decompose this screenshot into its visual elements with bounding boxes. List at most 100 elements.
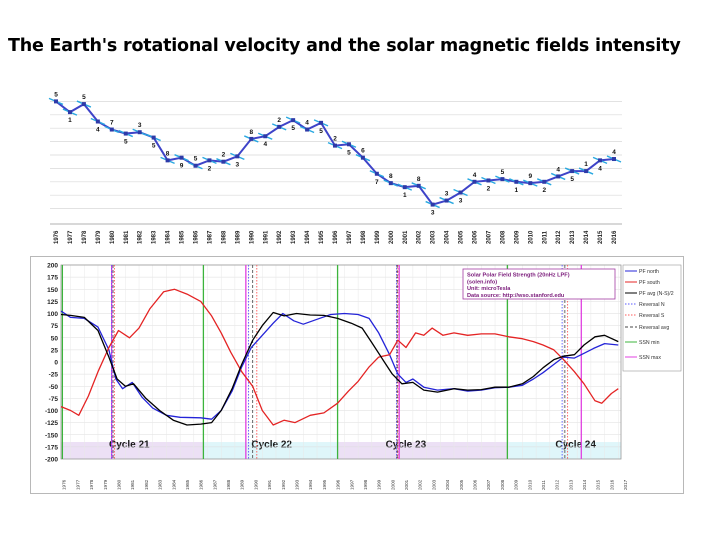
rotation-data-point	[444, 198, 449, 203]
rotation-data-point	[319, 120, 324, 125]
rotation-data-label: 2	[333, 136, 337, 143]
rotation-data-point	[472, 179, 477, 184]
rotation-data-label: 3	[138, 122, 142, 129]
bottom-x-tick-label: 1985	[185, 479, 190, 490]
bottom-x-tick-label: 1978	[89, 479, 94, 490]
top-x-tick-label: 1988	[221, 230, 227, 244]
bottom-x-tick-label: 2006	[472, 479, 477, 490]
bottom-x-tick-label: 1997	[349, 479, 354, 490]
rotation-data-point	[137, 130, 142, 135]
bottom-x-tick-label: 2001	[404, 479, 409, 490]
cycle-label: Cycle 22	[251, 439, 292, 450]
top-x-tick-label: 2006	[473, 230, 479, 244]
top-x-tick-label: 1980	[110, 230, 116, 244]
polar-field-series-line	[60, 288, 619, 426]
bottom-x-tick-label: 1983	[158, 479, 163, 490]
rotation-data-label: 3	[236, 161, 240, 168]
cycle-band	[203, 442, 338, 459]
rotation-data-label: 4	[612, 149, 616, 156]
bottom-x-tick-label: 1987	[212, 479, 217, 490]
bottom-x-tick-label: 1994	[308, 479, 313, 490]
chart-legend: PF north PF south PF avg (N-S)/2 Reversal N…	[622, 264, 682, 372]
top-x-tick-label: 1996	[333, 230, 339, 244]
top-x-tick-label: 2001	[403, 230, 409, 244]
legend-label: Reversal N	[639, 302, 665, 308]
bottom-x-tick-label: 1984	[171, 479, 176, 490]
bottom-y-tick-label: -50	[49, 384, 59, 391]
rotation-data-label: 5	[82, 94, 86, 101]
info-box-line: Unit: microTesla	[467, 286, 511, 292]
bottom-x-tick-label: 2011	[541, 480, 546, 490]
bottom-y-tick-label: 150	[47, 287, 58, 294]
top-x-tick-label: 2010	[528, 230, 534, 244]
bottom-x-tick-label: 2004	[445, 479, 450, 490]
bottom-y-tick-label: 200	[47, 263, 58, 270]
top-x-tick-label: 2007	[486, 230, 492, 244]
rotation-data-label: 9	[180, 163, 184, 170]
bottom-x-tick-label: 2003	[431, 479, 436, 490]
top-x-tick-label: 1977	[68, 230, 74, 244]
top-x-tick-label: 1997	[347, 230, 353, 244]
rotation-data-label: 9	[528, 173, 532, 180]
top-x-tick-label: 1999	[375, 230, 381, 244]
bottom-x-tick-label: 2009	[514, 479, 519, 490]
bottom-y-tick-label: -100	[45, 408, 58, 415]
bottom-x-tick-label: 2005	[459, 479, 464, 490]
polar-field-series-line	[60, 310, 619, 420]
bottom-x-tick-label: 1995	[322, 479, 327, 490]
rotation-data-point	[486, 178, 491, 183]
rotation-data-label: 1	[515, 187, 519, 194]
top-x-tick-label: 1987	[207, 230, 213, 244]
rotation-data-point	[235, 154, 240, 159]
bottom-x-tick-label: 1999	[377, 479, 382, 490]
solar-polar-field-chart: Cycle 21 Cycle 22 Cycle 23 Cycle 24 2001751…	[30, 256, 684, 494]
bottom-x-tick-label: 2016	[609, 479, 614, 490]
rotation-data-label: 7	[375, 179, 379, 186]
rotation-data-point	[151, 135, 156, 140]
cycle-label: Cycle 23	[386, 439, 427, 450]
cycle-label: Cycle 21	[109, 439, 150, 450]
bottom-x-tick-label: 2002	[418, 479, 423, 490]
bottom-y-tick-label: 0	[54, 360, 58, 367]
rotation-data-label: 5	[291, 125, 295, 132]
info-box-line: Solar Polar Field Strength (20nHz LPF)	[467, 273, 570, 279]
rotation-data-label: 4	[598, 165, 602, 172]
top-x-tick-label: 2005	[459, 230, 465, 244]
cycle-band	[337, 442, 508, 459]
top-chart-markers	[48, 97, 622, 209]
bottom-x-tick-label: 2007	[486, 479, 491, 490]
rotation-data-label: 4	[96, 127, 100, 134]
legend-label: PF north	[639, 269, 659, 275]
top-x-tick-label: 1985	[180, 230, 186, 244]
top-x-tick-label: 2014	[584, 230, 590, 244]
rotation-data-point	[360, 155, 365, 160]
bottom-y-tick-label: 100	[47, 311, 58, 318]
rotation-series-line	[55, 100, 615, 206]
rotation-data-point	[277, 124, 282, 129]
legend-label: PF south	[639, 280, 660, 286]
rotation-data-label: 5	[124, 139, 128, 146]
top-x-tick-label: 2002	[417, 230, 423, 244]
rotation-data-label: 3	[445, 191, 449, 198]
rotation-data-label: 6	[361, 148, 365, 155]
rotation-data-label: 7	[110, 120, 114, 127]
bottom-y-tick-label: 75	[51, 323, 59, 330]
rotation-data-label: 3	[431, 210, 435, 217]
bottom-y-tick-label: -175	[45, 444, 58, 451]
bottom-y-tick-label: -75	[49, 396, 59, 403]
top-x-tick-label: 1979	[96, 230, 102, 244]
rotation-data-point	[584, 169, 589, 174]
bottom-x-tick-label: 2010	[527, 479, 532, 490]
rotation-data-point	[528, 181, 533, 186]
legend-label: Reversal avg	[639, 325, 669, 331]
bottom-x-tick-label: 2008	[500, 479, 505, 490]
bottom-x-tick-label: 2012	[555, 479, 560, 490]
rotation-data-label: 4	[263, 141, 267, 148]
rotation-data-label: 4	[473, 172, 477, 179]
rotation-data-label: 5	[570, 176, 574, 183]
rotation-data-point	[179, 155, 184, 160]
rotation-data-point	[612, 157, 616, 162]
rotation-data-point	[95, 119, 100, 124]
info-box-frame	[462, 268, 616, 300]
legend-label: PF avg (N-S)/2	[639, 291, 674, 297]
